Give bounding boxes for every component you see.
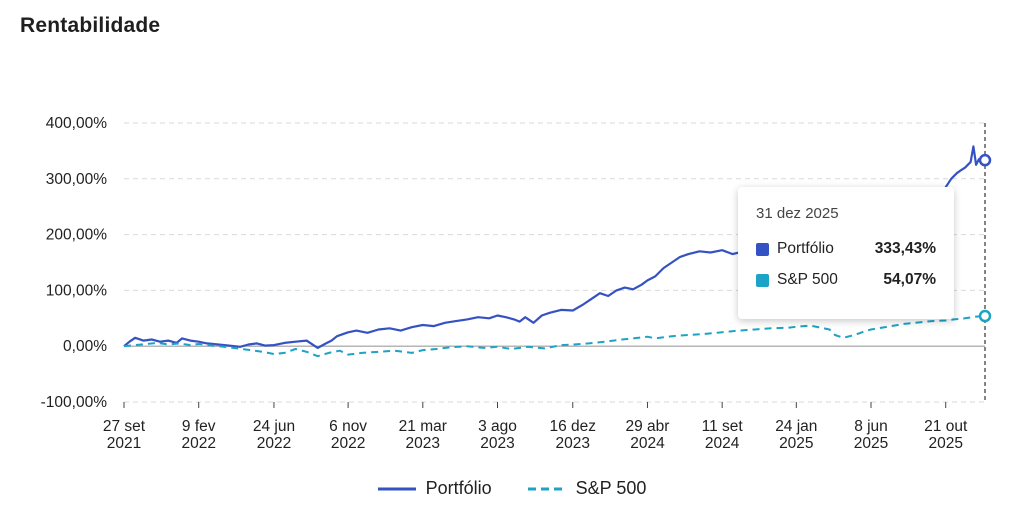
tooltip-row-portfolio: Portfólio 333,43% bbox=[756, 240, 936, 258]
x-tick-label: 16 dez 2023 bbox=[549, 418, 596, 452]
x-tick-label: 9 fev 2022 bbox=[181, 418, 215, 452]
x-tick-label: 29 abr 2024 bbox=[625, 418, 669, 452]
y-tick-label: 100,00% bbox=[46, 282, 107, 299]
x-tick-label: 11 set 2024 bbox=[702, 418, 744, 452]
portfolio-swatch bbox=[756, 242, 769, 256]
chart-area[interactable]: 400,00% 300,00% 200,00% 100,00% 0,00% -100,00… bbox=[0, 0, 1024, 470]
portfolio-marker bbox=[978, 153, 992, 167]
dashed-line-icon bbox=[527, 487, 566, 490]
y-tick-label: 300,00% bbox=[46, 171, 107, 188]
tooltip-portfolio-name: Portfólio bbox=[777, 240, 834, 257]
x-tick-label: 21 mar 2023 bbox=[399, 418, 447, 452]
y-tick-label: -100,00% bbox=[41, 394, 108, 411]
sp500-line bbox=[123, 315, 986, 358]
tooltip-sp500-name: S&P 500 bbox=[777, 271, 838, 288]
tooltip-date: 31 dez 2025 bbox=[756, 205, 839, 222]
y-tick-label: 200,00% bbox=[46, 227, 107, 244]
y-tick-label: 400,00% bbox=[46, 115, 107, 132]
legend-item-portfolio[interactable]: Portfólio bbox=[377, 478, 492, 499]
tooltip: 31 dez 2025 Portfólio 333,43% S&P 500 54… bbox=[738, 187, 954, 319]
legend-sp500-label: S&P 500 bbox=[575, 478, 647, 498]
x-tick-label: 27 set 2021 bbox=[103, 418, 146, 452]
x-tick-label: 8 jun 2025 bbox=[854, 418, 888, 452]
tooltip-sp500-value: 54,07% bbox=[883, 271, 936, 288]
tooltip-portfolio-value: 333,43% bbox=[874, 240, 936, 257]
legend-portfolio-label: Portfólio bbox=[425, 478, 492, 498]
solid-line-icon bbox=[377, 487, 416, 490]
legend: Portfólio S&P 500 bbox=[0, 478, 1024, 499]
x-tick-label: 6 nov 2022 bbox=[329, 418, 367, 452]
x-axis: 27 set 2021 9 fev 2022 24 jun 2022 6 nov 2022 21… bbox=[103, 402, 968, 452]
x-tick-label: 21 out 2025 bbox=[924, 418, 968, 452]
sp500-marker bbox=[978, 309, 992, 323]
tooltip-row-sp500: S&P 500 54,07% bbox=[756, 271, 936, 289]
legend-item-sp500[interactable]: S&P 500 bbox=[527, 478, 647, 499]
hover-cursor bbox=[978, 123, 992, 402]
y-axis: 400,00% 300,00% 200,00% 100,00% 0,00% -100,00… bbox=[41, 115, 108, 411]
x-tick-label: 3 ago 2023 bbox=[478, 418, 517, 452]
chart-title: Rentabilidade bbox=[20, 14, 161, 37]
x-tick-label: 24 jun 2022 bbox=[253, 418, 295, 452]
y-tick-label: 0,00% bbox=[63, 338, 107, 355]
sp500-swatch bbox=[756, 273, 769, 287]
x-tick-label: 24 jan 2025 bbox=[775, 418, 817, 452]
